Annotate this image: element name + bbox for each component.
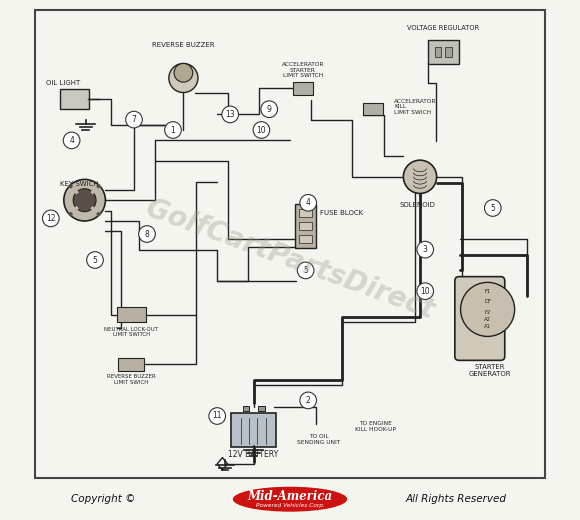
FancyBboxPatch shape — [455, 277, 505, 360]
Text: F2: F2 — [484, 309, 491, 315]
Circle shape — [42, 210, 59, 227]
Text: 8: 8 — [144, 229, 150, 239]
Circle shape — [417, 283, 433, 300]
Text: A1: A1 — [484, 324, 491, 329]
Circle shape — [169, 63, 198, 93]
FancyBboxPatch shape — [231, 413, 276, 447]
Text: REVERSE BUZZER
LIMIT SWICH: REVERSE BUZZER LIMIT SWICH — [107, 374, 156, 385]
Text: 12V BATTERY: 12V BATTERY — [229, 450, 279, 459]
Circle shape — [209, 408, 226, 424]
FancyBboxPatch shape — [117, 307, 146, 322]
Circle shape — [165, 122, 182, 138]
FancyBboxPatch shape — [292, 82, 313, 95]
Circle shape — [86, 252, 103, 268]
Circle shape — [261, 101, 277, 118]
FancyBboxPatch shape — [258, 406, 264, 411]
Text: Powered Vehicles Corp.: Powered Vehicles Corp. — [256, 503, 324, 508]
Text: 5: 5 — [303, 266, 308, 275]
Text: 7: 7 — [132, 115, 136, 124]
Text: ACCELERATOR
KILL
LIMIT SWICH: ACCELERATOR KILL LIMIT SWICH — [394, 99, 437, 114]
Circle shape — [222, 106, 238, 123]
FancyBboxPatch shape — [363, 103, 383, 115]
Text: 10: 10 — [420, 287, 430, 296]
Text: NEUTRAL LOCK-OUT
LIMIT SWITCH: NEUTRAL LOCK-OUT LIMIT SWITCH — [104, 327, 158, 337]
Text: 3: 3 — [423, 245, 427, 254]
FancyBboxPatch shape — [295, 204, 316, 248]
Circle shape — [298, 262, 314, 279]
Text: DF: DF — [484, 299, 491, 304]
Circle shape — [68, 212, 72, 216]
Circle shape — [253, 122, 270, 138]
Text: Mid-America: Mid-America — [248, 490, 332, 502]
Text: Copyright ©: Copyright © — [71, 494, 135, 504]
FancyBboxPatch shape — [435, 47, 441, 57]
FancyBboxPatch shape — [428, 41, 459, 64]
FancyBboxPatch shape — [60, 89, 89, 109]
Text: 4: 4 — [69, 136, 74, 145]
FancyBboxPatch shape — [299, 223, 313, 230]
Text: 11: 11 — [212, 411, 222, 421]
Ellipse shape — [233, 487, 347, 512]
Circle shape — [63, 132, 80, 149]
Text: 1: 1 — [171, 125, 175, 135]
Circle shape — [403, 160, 437, 193]
Circle shape — [174, 63, 193, 82]
Text: 4: 4 — [306, 198, 311, 207]
FancyBboxPatch shape — [118, 358, 144, 371]
Circle shape — [96, 184, 101, 188]
Circle shape — [139, 226, 155, 242]
Circle shape — [96, 212, 101, 216]
Text: 5: 5 — [93, 255, 97, 265]
Circle shape — [73, 189, 96, 212]
Circle shape — [300, 194, 317, 211]
Text: TO OIL
SENDING UNIT: TO OIL SENDING UNIT — [297, 434, 340, 445]
Text: 2: 2 — [306, 396, 310, 405]
Text: STARTER
GENERATOR: STARTER GENERATOR — [469, 364, 512, 377]
Text: SOLENOID: SOLENOID — [400, 202, 436, 208]
Circle shape — [68, 184, 72, 188]
Circle shape — [461, 282, 514, 336]
Text: GolfCartPartsDirect: GolfCartPartsDirect — [142, 194, 438, 326]
Circle shape — [417, 241, 433, 258]
Text: VOLTAGE REGULATOR: VOLTAGE REGULATOR — [407, 25, 480, 31]
Text: REVERSE BUZZER: REVERSE BUZZER — [152, 42, 215, 48]
Text: 9: 9 — [267, 105, 271, 114]
Text: TO ENGINE
KILL HOOK-UP: TO ENGINE KILL HOOK-UP — [356, 421, 396, 432]
Text: F1: F1 — [484, 289, 491, 294]
FancyBboxPatch shape — [242, 406, 249, 411]
Text: ACCELERATOR
STARTER
LIMIT SWITCH: ACCELERATOR STARTER LIMIT SWITCH — [282, 62, 324, 78]
Text: 13: 13 — [226, 110, 235, 119]
Circle shape — [484, 200, 501, 216]
Text: FUSE BLOCK: FUSE BLOCK — [320, 210, 363, 216]
FancyBboxPatch shape — [299, 236, 313, 243]
Text: 12: 12 — [46, 214, 56, 223]
Text: All Rights Reserved: All Rights Reserved — [406, 494, 507, 504]
Text: OIL LIGHT: OIL LIGHT — [46, 80, 80, 86]
Text: A2: A2 — [484, 317, 491, 322]
Text: 5: 5 — [490, 203, 495, 213]
Circle shape — [300, 392, 317, 409]
FancyBboxPatch shape — [445, 47, 452, 57]
Circle shape — [126, 111, 142, 128]
Circle shape — [64, 179, 106, 221]
Text: KEY SWICH: KEY SWICH — [60, 181, 98, 187]
FancyBboxPatch shape — [299, 210, 313, 217]
Text: 10: 10 — [256, 125, 266, 135]
